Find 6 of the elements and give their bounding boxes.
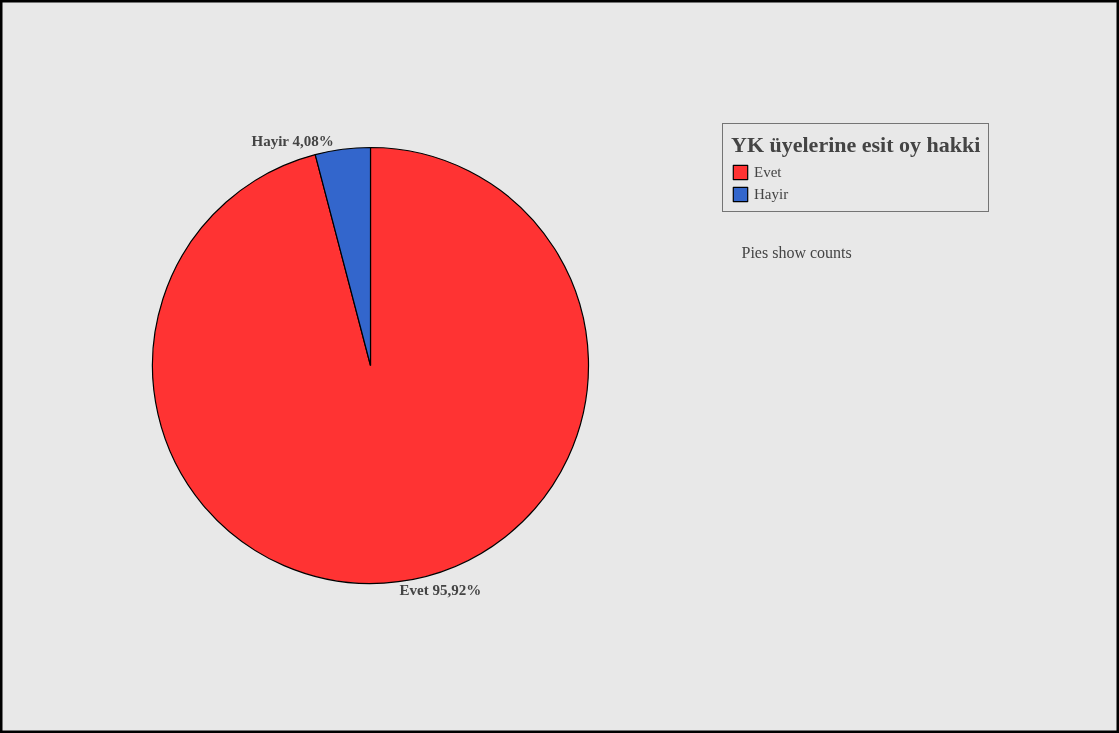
category-label: Evet 95,92% — [399, 582, 482, 599]
text: Pies show counts — [741, 244, 852, 261]
legend-label: Evet — [754, 163, 782, 181]
category-label: Hayir 4,08% — [251, 132, 334, 149]
legend-title: YK üyelerine esit oy hakki — [731, 132, 981, 158]
legend-label: Hayir — [754, 185, 789, 203]
